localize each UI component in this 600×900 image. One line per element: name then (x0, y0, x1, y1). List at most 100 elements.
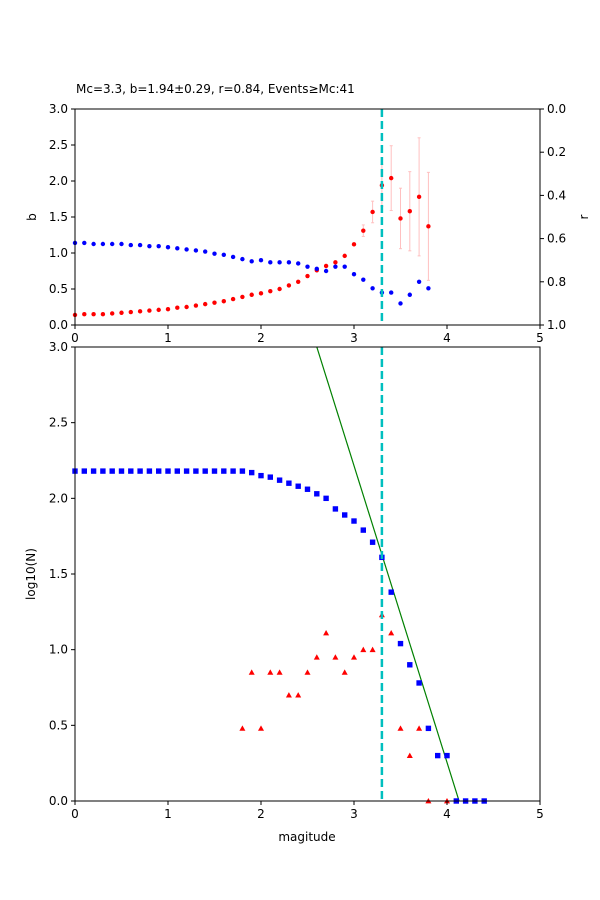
cumulative-count-point (388, 589, 394, 595)
r-value-point (314, 266, 319, 272)
cumulative-count-point (193, 468, 199, 474)
cumulative-count-point (314, 491, 320, 497)
noncumulative-count-point (341, 669, 348, 675)
cumulative-count-point (109, 468, 115, 474)
r-value-point (277, 260, 282, 265)
r-value-point (361, 277, 366, 282)
b-value-point (230, 296, 236, 302)
r-value-point (323, 268, 329, 274)
b-value-point (426, 224, 431, 229)
b-value-point (370, 209, 375, 215)
cumulative-count-point (230, 468, 236, 474)
r-value-point (351, 272, 357, 277)
r-value-point (296, 261, 301, 266)
bottom-y-tick-label: 3.0 (49, 340, 68, 354)
b-value-point (277, 286, 282, 292)
top-left-axis-label: b (25, 213, 39, 221)
cumulative-count-point (137, 468, 143, 474)
r-value-point (175, 246, 180, 251)
top-y-tick-label: 2.0 (49, 174, 68, 188)
r-value-point (370, 286, 375, 291)
b-value-point (351, 242, 357, 247)
b-value-point (100, 312, 106, 317)
noncumulative-count-point (351, 654, 357, 660)
b-value-panel: Mc=3.3, b=1.94±0.29, r=0.84, Events≥Mc:4… (25, 82, 591, 345)
cumulative-count-point (165, 468, 171, 474)
gutenberg-richter-fit-line (316, 347, 460, 801)
r-value-point (342, 264, 347, 269)
r-value-point (416, 279, 422, 284)
r-value-point (165, 245, 171, 250)
top-x-tick-label: 0 (71, 331, 79, 345)
bottom-x-tick-label: 2 (257, 807, 265, 821)
r-value-point (268, 260, 273, 265)
cumulative-count-point (407, 662, 413, 668)
cumulative-count-point (183, 468, 190, 474)
cumulative-count-point (128, 468, 134, 474)
r-value-point (82, 240, 87, 246)
cumulative-count-point (202, 468, 208, 474)
noncumulative-count-point (285, 692, 292, 698)
r-value-point (184, 247, 189, 252)
cumulative-count-point (146, 468, 153, 474)
noncumulative-count-point (323, 630, 330, 636)
b-value-point (305, 273, 310, 279)
b-value-point (119, 310, 124, 315)
top-y-tick-label: 1.0 (49, 246, 68, 260)
cumulative-count-point (351, 518, 357, 524)
cumulative-count-point (416, 680, 422, 686)
bottom-x-tick-label: 3 (350, 807, 358, 821)
b-value-point (389, 175, 394, 181)
b-value-point (184, 304, 189, 310)
bottom-y-ticks: 0.0 0.5 1.0 1.5 2.0 2.5 3.0 (49, 340, 75, 808)
b-value-point (240, 294, 245, 300)
cumulative-count-point (276, 477, 283, 483)
cumulative-count-point (174, 468, 180, 474)
figure-title: Mc=3.3, b=1.94±0.29, r=0.84, Events≥Mc:4… (76, 82, 355, 96)
cumulative-count-point (81, 468, 87, 474)
b-value-point (212, 300, 217, 305)
b-value-point (286, 283, 292, 288)
top-right-y-tick-label: 0.0 (547, 102, 566, 116)
cumulative-count-point (100, 468, 106, 474)
r-value-point (147, 243, 152, 249)
b-value-point (249, 292, 254, 297)
noncumulative-count-point (313, 654, 320, 660)
cumulative-count-point (369, 539, 376, 545)
noncumulative-count-point (295, 692, 302, 698)
r-value-point (398, 301, 403, 306)
cumulative-count-point (90, 468, 97, 474)
r-value-point (389, 290, 394, 295)
noncumulative-count-point (239, 725, 246, 731)
cumulative-count-point (332, 506, 339, 512)
b-value-point (91, 312, 96, 317)
noncumulative-count-point (416, 725, 423, 731)
r-value-point (305, 264, 310, 269)
bottom-x-tick-label: 0 (71, 807, 79, 821)
r-value-point (110, 241, 115, 247)
bottom-y-tick-label: 2.0 (49, 491, 68, 505)
bottom-y-tick-label: 0.5 (49, 718, 68, 732)
b-value-point (258, 291, 264, 296)
r-value-point (156, 243, 161, 249)
bottom-x-tick-label: 5 (536, 807, 544, 821)
b-value-point (203, 301, 208, 307)
top-y-tick-label: 1.5 (49, 210, 68, 224)
r-value-point (100, 241, 106, 247)
b-value-plot-marks (72, 109, 431, 325)
bottom-y-tick-label: 0.0 (49, 794, 68, 808)
b-value-point (342, 253, 347, 259)
cumulative-count-point (118, 468, 125, 474)
cumulative-count-point (156, 468, 162, 474)
b-value-point (147, 308, 152, 313)
top-x-tick-label: 5 (536, 331, 544, 345)
bottom-x-axis-label: magitude (278, 830, 335, 844)
noncumulative-count-point (406, 752, 413, 758)
cumulative-count-point (444, 752, 450, 759)
noncumulative-count-point (332, 654, 339, 660)
b-value-point (128, 309, 133, 315)
b-value-point (175, 305, 180, 310)
cumulative-count-point (425, 725, 432, 732)
r-value-point (137, 242, 143, 248)
